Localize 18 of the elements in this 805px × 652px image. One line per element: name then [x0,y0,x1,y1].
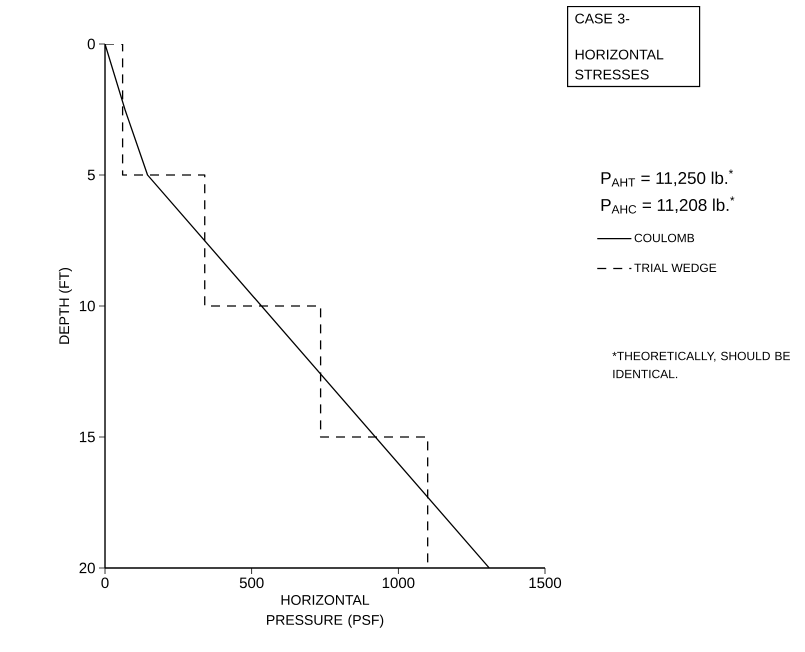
x-axis-title: HORIZONTAL PRESSURE (PSF) [267,595,384,628]
x-tick-label: 1000 [382,578,414,588]
text: *THEORETICALLY, SHOULD BE IDENTICAL. [612,352,790,378]
text: P$_{AHC}$ = 11,208 lb.$^{*}$ [602,196,734,214]
x-tick-label: 500 [240,578,264,588]
y-tick-label: 0 [88,38,95,50]
legend-label: TRIAL WEDGE [634,264,716,272]
y-tick-label: 20 [80,562,95,574]
y-tick-label: 15 [80,432,95,442]
legend-label: COULOMB [634,234,694,242]
text: P$_{AHT}$ = 11,250 lb.$^{*}$ [602,169,734,187]
text: CASE 3- [575,14,630,24]
text: HORIZONTAL STRESSES [575,50,664,80]
y-tick-label: 10 [80,300,95,312]
x-tick-label: 0 [101,578,109,588]
x-tick-label: 1500 [529,578,562,588]
y-tick-label: 5 [88,170,95,180]
y-axis-title: DEPTH (FT) [58,268,72,344]
